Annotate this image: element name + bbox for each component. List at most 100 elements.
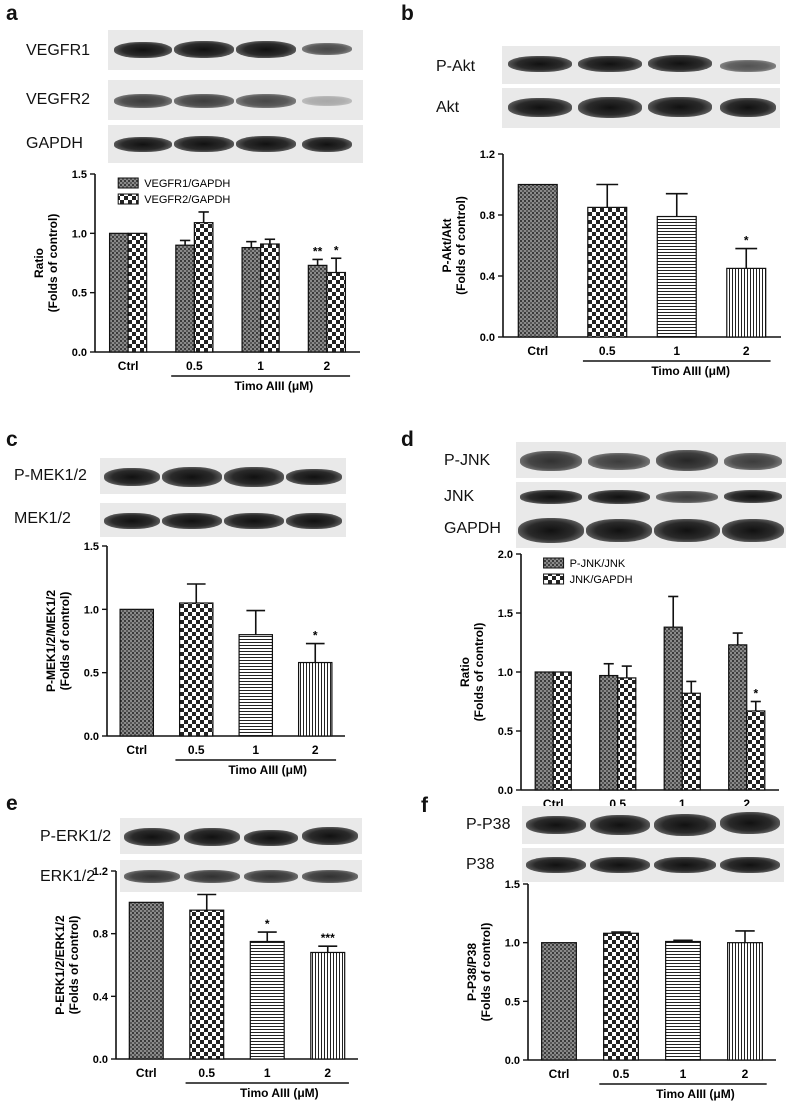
x-tick-label: Ctrl — [126, 743, 147, 757]
x-tick-label: 1 — [252, 743, 259, 757]
bar — [681, 692, 701, 791]
x-tick-label: 2 — [324, 359, 331, 373]
panel-letter: d — [401, 428, 414, 451]
bar-chart: 0.0 0.4 0.8 1.2 * Ctrl 0.5 1 2 Timo AIII (μM) P-Ak… — [440, 149, 781, 378]
bar — [656, 215, 697, 338]
y-tick-label: 1.2 — [93, 866, 108, 878]
y-tick-label: 0.0 — [480, 332, 495, 344]
blot-label: P-P38 — [466, 816, 511, 833]
legend-swatch — [543, 557, 565, 569]
western-blot-image — [522, 848, 784, 882]
x-tick-label: Ctrl — [136, 1066, 157, 1080]
x-axis-label: Timo AIII (μM) — [656, 1087, 735, 1101]
y-tick-label: 1.5 — [84, 541, 99, 553]
bar — [238, 634, 274, 737]
y-tick-label: 0.5 — [72, 288, 87, 300]
x-tick-label: 2 — [743, 344, 750, 358]
bar — [727, 942, 763, 1061]
y-axis-label: Ratio — [458, 657, 472, 687]
blot-label: P-Akt — [436, 58, 476, 75]
x-tick-label: 0.5 — [188, 743, 205, 757]
x-tick-label: 1 — [680, 1067, 687, 1081]
blot-label: P-ERK1/2 — [40, 828, 112, 845]
x-tick-label: 2 — [743, 797, 750, 811]
western-blot-image — [516, 512, 786, 548]
legend-label: VEGFR2/GAPDH — [144, 194, 230, 206]
y-tick-label: 0.0 — [498, 785, 513, 797]
y-tick-label: 1.0 — [72, 228, 87, 240]
panel-letter: a — [6, 2, 18, 25]
y-tick-label: 0.4 — [93, 991, 109, 1003]
bar — [108, 232, 129, 353]
blot-label: ERK1/2 — [40, 868, 96, 885]
bar — [617, 677, 637, 791]
y-axis-label-secondary: (Folds of control) — [58, 592, 72, 691]
y-axis-label: P-P38/P38 — [465, 943, 479, 1001]
x-axis-label: Timo AIII (μM) — [240, 1086, 319, 1100]
y-tick-label: 0.8 — [93, 929, 108, 941]
significance-label: * — [265, 917, 270, 931]
x-tick-label: 1 — [264, 1066, 271, 1080]
y-tick-label: 0.5 — [505, 996, 520, 1008]
bar — [603, 932, 639, 1061]
y-tick-label: 1.5 — [72, 169, 87, 181]
blot-label: P38 — [466, 856, 495, 873]
legend-swatch — [117, 177, 139, 189]
x-tick-label: 1 — [673, 344, 680, 358]
legend-label: VEGFR1/GAPDH — [144, 178, 230, 190]
y-tick-label: 0.0 — [72, 347, 87, 359]
western-blot-image — [516, 442, 786, 478]
bar — [297, 661, 333, 737]
significance-label: *** — [321, 931, 335, 945]
bar — [175, 244, 195, 353]
western-blot-image — [516, 482, 786, 512]
legend-swatch — [543, 573, 565, 585]
bar — [726, 267, 767, 338]
bar — [541, 942, 577, 1061]
bar — [193, 222, 214, 353]
significance-label: ** — [313, 244, 323, 258]
blot-label: VEGFR2 — [26, 91, 91, 108]
significance-label: * — [334, 243, 339, 257]
x-tick-label: 0.5 — [186, 359, 203, 373]
blot-label: P-MEK1/2 — [14, 467, 87, 484]
panel-letter: c — [6, 428, 18, 451]
y-tick-label: 1.0 — [505, 938, 520, 950]
bar — [326, 271, 347, 353]
bar-chart: 0.0 0.5 1.0 1.5 Ctrl 0.5 1 2 Timo AIII (μM) P-P38… — [465, 879, 776, 1101]
western-blot-image — [100, 458, 346, 494]
x-tick-label: 1 — [679, 797, 686, 811]
y-tick-label: 0.8 — [480, 210, 495, 222]
y-axis-label-secondary: (Folds of control) — [46, 214, 60, 313]
x-tick-label: 0.5 — [198, 1066, 215, 1080]
x-tick-label: 2 — [312, 743, 319, 757]
blot-label: P-JNK — [444, 452, 491, 469]
x-tick-label: Ctrl — [549, 1067, 570, 1081]
y-axis-label: P-ERK1/2/ERK1/2 — [53, 915, 67, 1015]
y-tick-label: 0.5 — [84, 668, 99, 680]
bar — [728, 644, 748, 791]
y-tick-label: 1.5 — [505, 879, 520, 891]
bar — [260, 243, 280, 353]
bar — [249, 940, 285, 1060]
y-tick-label: 0.4 — [480, 271, 496, 283]
bar — [663, 626, 683, 791]
y-axis-label: P-MEK1/2/MEK1/2 — [44, 590, 58, 692]
x-axis-label: Timo AIII (μM) — [235, 379, 314, 393]
y-axis-label-secondary: (Folds of control) — [472, 623, 486, 722]
y-axis-label-secondary: (Folds of control) — [454, 196, 468, 295]
y-tick-label: 1.0 — [498, 667, 513, 679]
bar — [587, 206, 628, 338]
western-blot-image — [108, 125, 363, 163]
blot-label: JNK — [444, 488, 475, 505]
x-tick-label: Ctrl — [527, 344, 548, 358]
legend-label: JNK/GAPDH — [570, 574, 633, 586]
y-tick-label: 1.0 — [84, 604, 99, 616]
y-tick-label: 1.5 — [498, 608, 513, 620]
y-tick-label: 0.5 — [498, 726, 513, 738]
x-axis-label: Timo AIII (μM) — [651, 364, 730, 378]
panel-letter: b — [401, 2, 414, 25]
y-axis-label-secondary: (Folds of control) — [67, 916, 81, 1015]
blot-label: GAPDH — [26, 135, 83, 152]
